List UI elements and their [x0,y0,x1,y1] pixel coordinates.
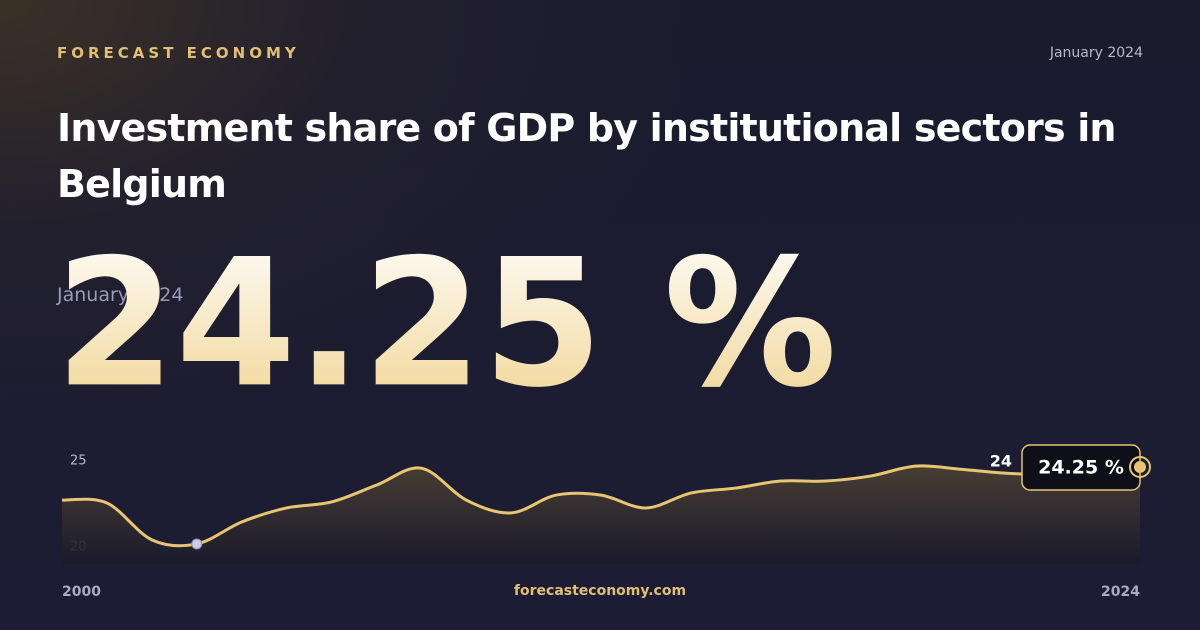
headline-date: January 2024 [57,284,184,306]
headline: 24.25 % [55,221,837,426]
x-tick-label: 2000 [62,584,101,600]
footer: forecasteconomy.com [513,583,687,599]
y-tick-label: 25 [70,454,87,469]
x-tick-label: 2024 [1101,584,1140,600]
min-marker [191,538,203,550]
value-label: 24.25 % [1038,457,1124,479]
line [61,464,1141,548]
end-ring [1129,456,1151,478]
annotation: 24 [990,452,1012,471]
end-point [1134,461,1146,473]
title: Investment share of GDP by institutional… [57,106,1116,206]
area [62,465,1140,564]
date: January 2024 [1049,45,1143,61]
brand: FORECAST ECONOMY [57,44,300,62]
